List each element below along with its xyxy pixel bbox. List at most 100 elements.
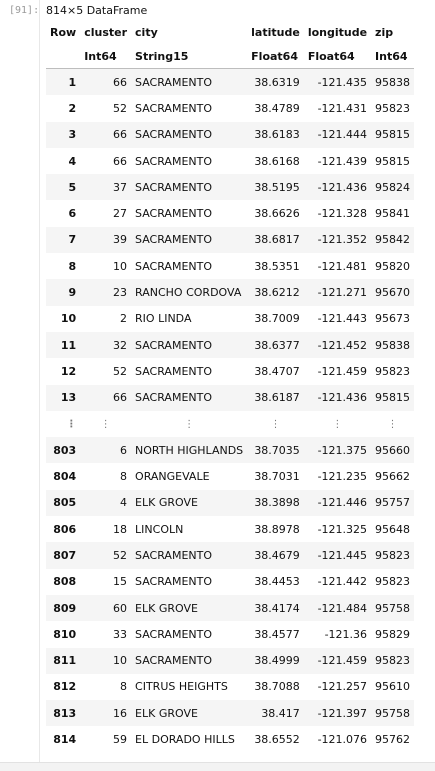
cell-latitude: 38.417 — [247, 700, 304, 727]
cell-latitude: 38.6212 — [247, 279, 304, 306]
table-row: 813 16 ELK GROVE 38.417 -121.397 95758 — [46, 700, 415, 727]
cell-longitude: -121.271 — [303, 279, 372, 306]
ellipsis-cell: ⋮ — [371, 410, 415, 438]
cell-city: SACRAMENTO — [131, 621, 248, 648]
cell-longitude: -121.459 — [303, 358, 372, 385]
cell-city: SACRAMENTO — [131, 226, 248, 254]
cell-zip: 95758 — [371, 700, 415, 727]
ellipsis-cell: ⋮ — [303, 410, 372, 438]
cell-longitude: -121.446 — [303, 489, 372, 517]
cell-row-index: 810 — [46, 621, 81, 648]
table-row: 13 66 SACRAMENTO 38.6187 -121.436 95815 — [46, 384, 415, 411]
cell-row-index: 807 — [46, 542, 81, 569]
cell-longitude: -121.328 — [303, 200, 372, 227]
cell-zip: 95838 — [371, 68, 415, 96]
cell-city: ELK GROVE — [131, 594, 248, 622]
cell-longitude: -121.257 — [303, 673, 372, 701]
cell-city: SACRAMENTO — [131, 121, 248, 148]
cell-row-index: 2 — [46, 95, 81, 122]
cell-zip: 95820 — [371, 253, 415, 280]
cell-row-index: 8 — [46, 253, 81, 280]
table-row: 5 37 SACRAMENTO 38.5195 -121.436 95824 — [46, 174, 415, 201]
header-row-index: Row — [50, 25, 77, 39]
cell-latitude: 38.8978 — [247, 516, 304, 543]
cell-cluster: 8 — [80, 673, 132, 701]
cell-row-index: 10 — [46, 305, 81, 332]
cell-row-index: 813 — [46, 700, 81, 727]
ellipsis-cell: ⋮ — [247, 410, 304, 438]
type-zip: Int64 — [371, 44, 415, 69]
cell-longitude: -121.444 — [303, 121, 372, 148]
cell-zip: 95815 — [371, 121, 415, 148]
cell-zip: 95823 — [371, 568, 415, 595]
cell-latitude: 38.6319 — [247, 68, 304, 96]
cell-cluster: 4 — [80, 489, 132, 517]
table-row: 3 66 SACRAMENTO 38.6183 -121.444 95815 — [46, 121, 415, 148]
cell-zip: 95662 — [371, 463, 415, 490]
cell-longitude: -121.235 — [303, 463, 372, 490]
cell-longitude: -121.397 — [303, 700, 372, 727]
cell-city: SACRAMENTO — [131, 95, 248, 122]
cell-city: SACRAMENTO — [131, 331, 248, 359]
cell-row-index: 806 — [46, 516, 81, 543]
table-row: 8 10 SACRAMENTO 38.5351 -121.481 95820 — [46, 253, 415, 280]
cell-row-index: 9 — [46, 279, 81, 306]
ellipsis-cell: ⋮ — [131, 410, 248, 438]
ellipsis-cell: ⋮ — [80, 410, 132, 438]
cell-zip: 95762 — [371, 726, 415, 753]
cell-city: SACRAMENTO — [131, 200, 248, 227]
cell-latitude: 38.4679 — [247, 542, 304, 569]
cell-zip: 95757 — [371, 489, 415, 517]
cell-cluster: 16 — [80, 700, 132, 727]
cell-bottom-edge — [0, 762, 435, 771]
type-row-index — [46, 44, 81, 69]
cell-latitude: 38.4789 — [247, 95, 304, 122]
cell-row-index: 4 — [46, 147, 81, 175]
cell-longitude: -121.452 — [303, 331, 372, 359]
cell-row-index: 7 — [46, 226, 81, 254]
cell-row-index: 812 — [46, 673, 81, 701]
cell-zip: 95823 — [371, 358, 415, 385]
cell-longitude: -121.481 — [303, 253, 372, 280]
cell-city: CITRUS HEIGHTS — [131, 673, 248, 701]
header-longitude: longitude — [307, 25, 368, 39]
cell-latitude: 38.7088 — [247, 673, 304, 701]
type-city: String15 — [131, 44, 248, 69]
cell-latitude: 38.5351 — [247, 253, 304, 280]
cell-latitude: 38.6626 — [247, 200, 304, 227]
cell-row-index: 808 — [46, 568, 81, 595]
table-row: 6 27 SACRAMENTO 38.6626 -121.328 95841 — [46, 200, 415, 227]
table-row: 806 18 LINCOLN 38.8978 -121.325 95648 — [46, 516, 415, 543]
cell-latitude: 38.4999 — [247, 647, 304, 674]
cell-longitude: -121.436 — [303, 174, 372, 201]
table-row: 12 52 SACRAMENTO 38.4707 -121.459 95823 — [46, 358, 415, 385]
table-row: 803 6 NORTH HIGHLANDS 38.7035 -121.375 95660 — [46, 437, 415, 464]
cell-longitude: -121.36 — [303, 621, 372, 648]
table-row: 11 32 SACRAMENTO 38.6377 -121.452 95838 — [46, 331, 415, 359]
cell-cluster: 8 — [80, 463, 132, 490]
cell-cluster: 59 — [80, 726, 132, 753]
cell-row-index: 805 — [46, 489, 81, 517]
table-row: 4 66 SACRAMENTO 38.6168 -121.439 95815 — [46, 147, 415, 175]
cell-city: SACRAMENTO — [131, 147, 248, 175]
table-row: 2 52 SACRAMENTO 38.4789 -121.431 95823 — [46, 95, 415, 122]
type-row: Int64 String15 Float64 Float64 Int64 — [46, 44, 415, 69]
cell-city: SACRAMENTO — [131, 568, 248, 595]
cell-cluster: 66 — [80, 68, 132, 96]
cell-zip: 95660 — [371, 437, 415, 464]
cell-longitude: -121.375 — [303, 437, 372, 464]
cell-cluster: 15 — [80, 568, 132, 595]
cell-cluster: 32 — [80, 331, 132, 359]
cell-zip: 95815 — [371, 384, 415, 411]
cell-zip: 95673 — [371, 305, 415, 332]
table-row: 7 39 SACRAMENTO 38.6817 -121.352 95842 — [46, 226, 415, 254]
cell-cluster: 37 — [80, 174, 132, 201]
cell-zip: 95670 — [371, 279, 415, 306]
header-row: Row cluster city latitude longitude zip — [46, 20, 414, 44]
cell-row-index: 814 — [46, 726, 81, 753]
cell-cluster: 66 — [80, 121, 132, 148]
cell-cluster: 39 — [80, 226, 132, 254]
cell-cluster: 27 — [80, 200, 132, 227]
cell-latitude: 38.6187 — [247, 384, 304, 411]
cell-longitude: -121.442 — [303, 568, 372, 595]
